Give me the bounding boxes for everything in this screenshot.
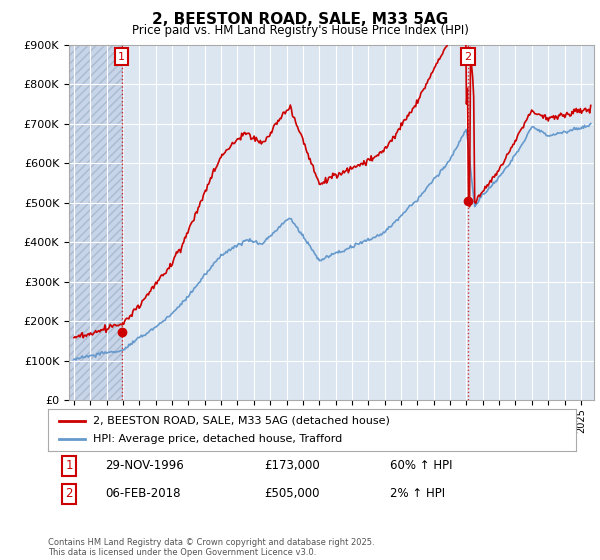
Text: 06-FEB-2018: 06-FEB-2018	[105, 487, 181, 501]
Text: 2, BEESTON ROAD, SALE, M33 5AG: 2, BEESTON ROAD, SALE, M33 5AG	[152, 12, 448, 27]
Text: Price paid vs. HM Land Registry's House Price Index (HPI): Price paid vs. HM Land Registry's House …	[131, 24, 469, 37]
Text: £505,000: £505,000	[264, 487, 320, 501]
Text: £173,000: £173,000	[264, 459, 320, 473]
Bar	[69, 45, 122, 400]
Text: 29-NOV-1996: 29-NOV-1996	[105, 459, 184, 473]
Text: 1: 1	[65, 459, 73, 473]
Text: 2: 2	[464, 52, 472, 62]
Text: HPI: Average price, detached house, Trafford: HPI: Average price, detached house, Traf…	[93, 434, 342, 444]
Text: 2% ↑ HPI: 2% ↑ HPI	[390, 487, 445, 501]
Text: Contains HM Land Registry data © Crown copyright and database right 2025.
This d: Contains HM Land Registry data © Crown c…	[48, 538, 374, 557]
Text: 2, BEESTON ROAD, SALE, M33 5AG (detached house): 2, BEESTON ROAD, SALE, M33 5AG (detached…	[93, 416, 390, 426]
Text: 60% ↑ HPI: 60% ↑ HPI	[390, 459, 452, 473]
Text: 2: 2	[65, 487, 73, 501]
Text: 1: 1	[118, 52, 125, 62]
Bar	[69, 45, 122, 400]
